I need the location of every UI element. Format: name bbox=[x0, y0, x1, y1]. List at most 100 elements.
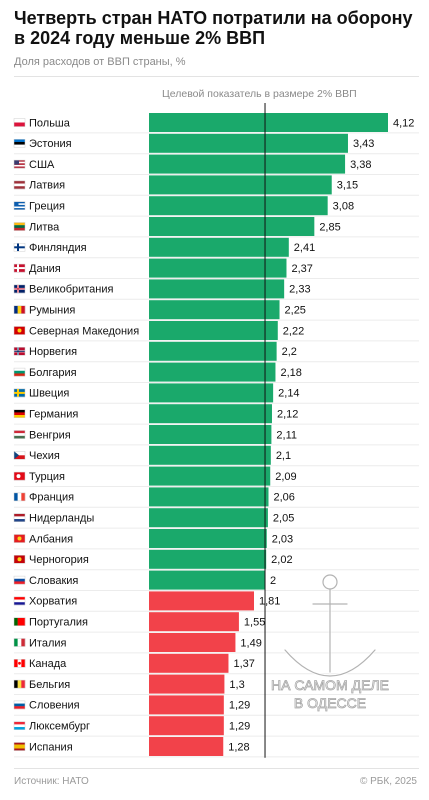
flag-icon-us bbox=[13, 159, 26, 169]
bar bbox=[149, 716, 224, 736]
category-label: Нидерланды bbox=[29, 513, 94, 525]
value-label: 3,08 bbox=[333, 201, 354, 213]
flag-icon-ca bbox=[13, 659, 26, 668]
category-label: Испания bbox=[29, 741, 73, 753]
bar bbox=[149, 570, 266, 590]
bar bbox=[149, 674, 225, 694]
flag-icon-lv bbox=[13, 180, 26, 190]
bar bbox=[149, 237, 289, 257]
bar bbox=[149, 175, 332, 195]
footer-divider bbox=[14, 768, 419, 769]
flag-icon-es bbox=[13, 742, 26, 751]
bar bbox=[149, 196, 328, 216]
category-label: Эстония bbox=[29, 138, 72, 150]
category-label: Венгрия bbox=[29, 429, 71, 441]
chart-title: Четверть стран НАТО потратили на оборону… bbox=[14, 8, 413, 48]
value-label: 2,33 bbox=[289, 284, 310, 296]
target-line-label: Целевой показатель в размере 2% ВВП bbox=[162, 88, 357, 100]
category-label: Словакия bbox=[29, 575, 78, 587]
bar bbox=[149, 529, 267, 548]
watermark-line-2: В ОДЕССЕ bbox=[294, 695, 366, 711]
value-label: 1,28 bbox=[228, 741, 249, 753]
value-label: 3,43 bbox=[353, 138, 374, 150]
category-label: Албания bbox=[29, 533, 73, 545]
bar bbox=[149, 321, 278, 340]
category-label: Дания bbox=[29, 263, 61, 275]
bar bbox=[149, 695, 224, 715]
chart-subtitle: Доля расходов от ВВП страны, % bbox=[14, 56, 186, 68]
category-label: Турция bbox=[29, 471, 65, 483]
value-label: 2,18 bbox=[280, 367, 301, 379]
value-label: 1,81 bbox=[259, 596, 280, 608]
value-label: 2,25 bbox=[285, 305, 306, 317]
flag-icon-no bbox=[13, 347, 26, 356]
category-label: Латвия bbox=[29, 180, 65, 192]
value-label: 2,09 bbox=[275, 471, 296, 483]
value-label: 2,14 bbox=[278, 388, 299, 400]
flag-icon-mk bbox=[13, 326, 26, 335]
flag-icon-fr bbox=[13, 492, 26, 502]
flag-icon-ro bbox=[13, 305, 26, 314]
bar bbox=[149, 279, 285, 299]
anchor-watermark-icon: НА САМОМ ДЕЛЕ В ОДЕССЕ bbox=[271, 573, 389, 711]
bar bbox=[149, 612, 239, 632]
flag-icon-hu bbox=[13, 430, 26, 439]
value-label: 1,55 bbox=[244, 617, 265, 629]
bar bbox=[149, 383, 274, 403]
flag-icon-lu bbox=[13, 721, 26, 730]
flag-icon-fi bbox=[13, 243, 26, 252]
category-label: Румыния bbox=[29, 305, 75, 317]
bar bbox=[149, 217, 315, 236]
bar bbox=[149, 487, 269, 507]
category-label: Италия bbox=[29, 637, 67, 649]
value-label: 2,85 bbox=[319, 221, 340, 233]
source-note: Источник: НАТО bbox=[14, 776, 89, 787]
category-label: Болгария bbox=[29, 367, 77, 379]
flag-icon-gr bbox=[13, 201, 26, 210]
category-label: Португалия bbox=[29, 617, 88, 629]
category-label: Финляндия bbox=[29, 242, 87, 254]
value-label: 3,38 bbox=[350, 159, 371, 171]
value-label: 3,15 bbox=[337, 180, 358, 192]
flag-icon-it bbox=[13, 638, 26, 647]
value-label: 2,03 bbox=[272, 533, 293, 545]
bar bbox=[149, 362, 276, 382]
flag-icon-si bbox=[13, 700, 26, 710]
category-label: Чехия bbox=[29, 450, 60, 462]
flag-icon-lt bbox=[13, 222, 26, 231]
flag-icon-gb bbox=[13, 284, 26, 294]
flag-icon-be bbox=[13, 679, 26, 689]
value-label: 1,37 bbox=[233, 658, 254, 670]
value-label: 2,05 bbox=[273, 513, 294, 525]
category-label: Бельгия bbox=[29, 679, 70, 691]
watermark-line-1: НА САМОМ ДЕЛЕ bbox=[271, 677, 389, 693]
value-label: 2,11 bbox=[276, 429, 297, 441]
bar bbox=[149, 633, 236, 652]
bar bbox=[149, 466, 271, 486]
flag-icon-se bbox=[13, 388, 26, 398]
category-label: Франция bbox=[29, 492, 74, 504]
bar bbox=[149, 133, 348, 153]
value-label: 4,12 bbox=[393, 117, 414, 129]
bar bbox=[149, 737, 224, 756]
value-label: 2,37 bbox=[291, 263, 312, 275]
category-label: Канада bbox=[29, 658, 67, 670]
value-label: 1,49 bbox=[240, 637, 261, 649]
category-label: Люксембург bbox=[29, 721, 90, 733]
bar bbox=[149, 425, 272, 444]
category-label: Хорватия bbox=[29, 596, 77, 608]
flag-icon-cz bbox=[13, 451, 26, 460]
category-label: Швеция bbox=[29, 388, 69, 400]
flag-icon-de bbox=[13, 409, 26, 418]
bar bbox=[149, 404, 272, 424]
header-divider bbox=[14, 76, 419, 77]
bar bbox=[149, 508, 268, 528]
bar bbox=[149, 258, 287, 278]
bar bbox=[149, 445, 271, 465]
category-label: Словения bbox=[29, 700, 80, 712]
flag-icon-hr bbox=[13, 596, 26, 606]
value-label: 2,12 bbox=[277, 409, 298, 421]
bar bbox=[149, 113, 388, 132]
category-label: Литва bbox=[29, 221, 60, 233]
